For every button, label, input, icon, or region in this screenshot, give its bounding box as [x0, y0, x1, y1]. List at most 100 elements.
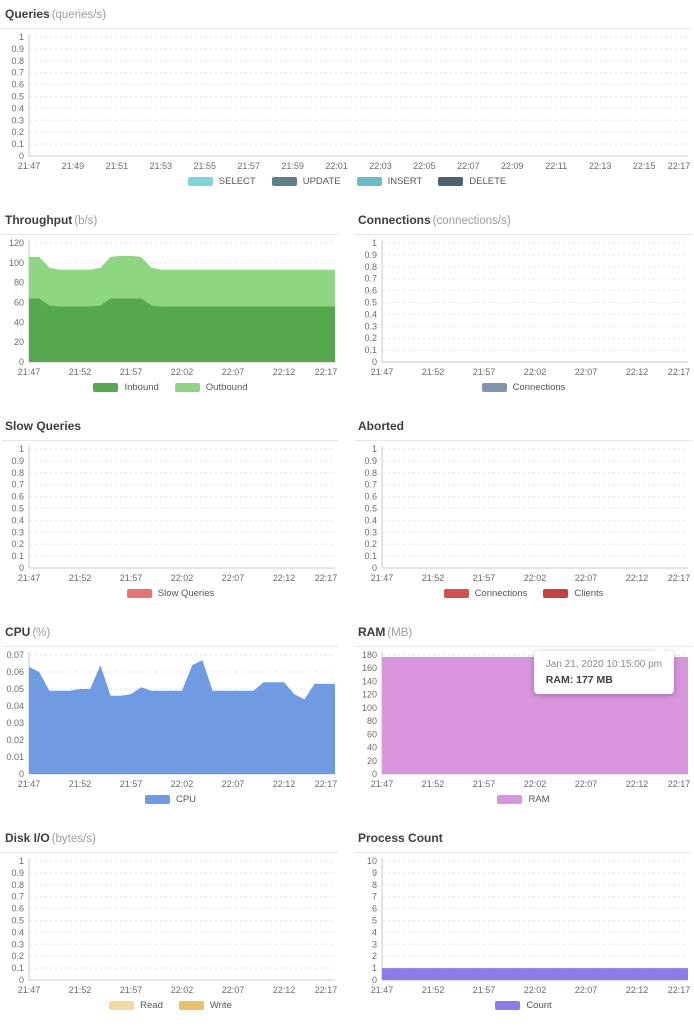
chart-title: Queries [5, 7, 50, 21]
svg-text:80: 80 [367, 716, 377, 726]
svg-text:22:12: 22:12 [273, 985, 296, 995]
ram-legend: RAM [355, 792, 692, 806]
legend-swatch [174, 382, 200, 392]
chart-unit: (queries/s) [51, 9, 107, 21]
chart-header: Queries (queries/s) [2, 3, 692, 29]
svg-text:10: 10 [367, 856, 377, 866]
chart-unit: (bytes/s) [51, 833, 96, 845]
legend-item-update[interactable]: UPDATE [271, 176, 341, 187]
legend-swatch [271, 176, 297, 186]
svg-text:40: 40 [14, 317, 24, 327]
svg-text:0.1: 0.1 [11, 551, 24, 561]
legend-swatch [93, 382, 119, 392]
svg-text:0: 0 [372, 769, 377, 779]
queries-plot[interactable]: 0 0.1 0.2 0.3 0.40.5 0.6 0.7 0.8 0.9 1 21:47 21:49 2… [2, 31, 692, 173]
svg-text:0.04: 0.04 [6, 701, 24, 711]
svg-text:22:12: 22:12 [273, 573, 296, 583]
svg-text:0.8: 0.8 [11, 880, 24, 890]
legend-label: CPU [175, 793, 197, 805]
chart-title: Disk I/O [5, 831, 50, 845]
legend-item-insert[interactable]: INSERT [356, 176, 422, 187]
chart-unit: (connections/s) [432, 215, 511, 227]
legend-item-count[interactable]: Count [495, 1000, 552, 1011]
svg-text:140: 140 [362, 676, 377, 686]
legend-item-write[interactable]: Write [178, 1000, 232, 1011]
svg-text:22:09: 22:09 [501, 161, 524, 171]
slow-queries-plot[interactable]: 0 0.1 0.2 0.3 0.40.5 0.6 0.7 0.8 0.9 1 21:47 21:52 2… [2, 443, 339, 585]
row-5: Disk I/O (bytes/s) 0 0.1 0.2 0.3 0.4 0.5 0.6 0.7… [0, 827, 694, 1033]
svg-text:1: 1 [372, 963, 377, 973]
disk-io-legend: Read Write [2, 998, 339, 1012]
aborted-plot[interactable]: 0 0.1 0.2 0.3 0.40.5 0.6 0.7 0.8 0.9 1 21:47 21:52 2… [355, 443, 692, 585]
legend-item-delete[interactable]: DELETE [438, 176, 506, 187]
legend-item-outbound[interactable]: Outbound [174, 382, 248, 393]
svg-text:21:52: 21:52 [69, 367, 92, 377]
legend-item-select[interactable]: SELECT [187, 176, 256, 187]
legend-item-connections[interactable]: Connections [481, 382, 565, 393]
chart-title: Process Count [358, 831, 443, 845]
legend-item-inbound[interactable]: Inbound [93, 381, 159, 393]
svg-text:0.6: 0.6 [364, 492, 377, 502]
svg-text:22:02: 22:02 [524, 985, 547, 995]
chart-header: Throughput (b/s) [2, 209, 339, 235]
disk-io-plot[interactable]: 0 0.1 0.2 0.3 0.40.5 0.6 0.7 0.8 0.9 1 21:47 21:52 2… [2, 855, 339, 997]
row-2: Throughput (b/s) 0 20 40 60 80 100 120 21:47 21:5… [0, 209, 694, 415]
connections-plot[interactable]: 0 0.1 0.2 0.3 0.40.5 0.6 0.7 0.8 0.9 1 21:47 21:52 2… [355, 237, 692, 379]
process-count-plot[interactable]: 0 1 2 3 45 6 7 8 9 10 21:47 21:52 21:57 22:02 22:07 22:… [355, 855, 692, 997]
chart-title: CPU [5, 625, 31, 639]
svg-text:0.7: 0.7 [364, 480, 377, 490]
chart-slow-queries: Slow Queries 0 0.1 0.2 0.3 0.4 0.5 0.6 0.7 0.8 0.… [2, 415, 339, 600]
legend-label: Inbound [124, 381, 159, 393]
legend-label: Clients [574, 587, 604, 599]
svg-text:0.3: 0.3 [364, 527, 377, 537]
svg-text:22:07: 22:07 [222, 985, 245, 995]
svg-text:21:57: 21:57 [120, 779, 143, 789]
legend-item-clients[interactable]: Clients [543, 588, 603, 599]
svg-text:0.9: 0.9 [364, 456, 377, 466]
cpu-plot[interactable]: 0 0.01 0.02 0.03 0.04 0.05 0.06 0.07 21:47 21:52 2… [2, 649, 339, 791]
chart-header: Disk I/O (bytes/s) [2, 827, 339, 853]
legend-swatch [543, 588, 569, 598]
cpu-legend: CPU [2, 792, 339, 806]
chart-unit: (%) [32, 627, 51, 639]
svg-text:22:17: 22:17 [315, 779, 338, 789]
chart-unit: (b/s) [74, 215, 98, 227]
aborted-legend: Connections Clients [355, 586, 692, 600]
svg-text:0.5: 0.5 [11, 916, 24, 926]
svg-text:22:17: 22:17 [315, 367, 338, 377]
chart-header: RAM (MB) [355, 621, 692, 647]
legend-item-ram[interactable]: RAM [497, 793, 550, 805]
legend-swatch [356, 176, 382, 186]
legend-item-read[interactable]: Read [109, 1000, 163, 1011]
legend-item-cpu[interactable]: CPU [144, 793, 197, 805]
legend-label: Slow Queries [157, 587, 215, 599]
svg-text:21:57: 21:57 [237, 161, 260, 171]
tooltip-value: RAM: 177 MB [545, 674, 613, 686]
svg-text:7: 7 [372, 892, 377, 902]
legend-label: RAM [528, 793, 550, 805]
chart-title: Throughput [5, 213, 73, 227]
svg-text:22:17: 22:17 [315, 985, 338, 995]
legend-swatch [495, 1000, 521, 1010]
svg-text:22:17: 22:17 [315, 573, 338, 583]
throughput-plot[interactable]: 0 20 40 60 80 100 120 21:47 21:52 21:57 22:02 22:07… [2, 237, 339, 379]
svg-text:80: 80 [14, 278, 24, 288]
svg-text:1: 1 [19, 444, 24, 454]
svg-text:0: 0 [372, 357, 377, 367]
legend-item-connections[interactable]: Connections [443, 588, 527, 599]
svg-text:0: 0 [19, 769, 24, 779]
svg-text:21:47: 21:47 [18, 161, 41, 171]
svg-text:0.6: 0.6 [364, 286, 377, 296]
legend-swatch [144, 794, 170, 804]
svg-text:0.3: 0.3 [11, 527, 24, 537]
legend-item-slow-queries[interactable]: Slow Queries [126, 587, 215, 599]
svg-text:0.4: 0.4 [364, 515, 377, 525]
svg-text:0.7: 0.7 [11, 480, 24, 490]
chart-connections: Connections (connections/s) 0 0.1 0.2 0.3 0.4… [355, 209, 692, 394]
chart-unit: (MB) [387, 627, 413, 639]
svg-text:21:52: 21:52 [422, 367, 445, 377]
svg-text:0.01: 0.01 [6, 752, 24, 762]
svg-text:22:17: 22:17 [668, 985, 691, 995]
svg-text:0.1: 0.1 [364, 551, 377, 561]
svg-text:0.05: 0.05 [6, 684, 24, 694]
